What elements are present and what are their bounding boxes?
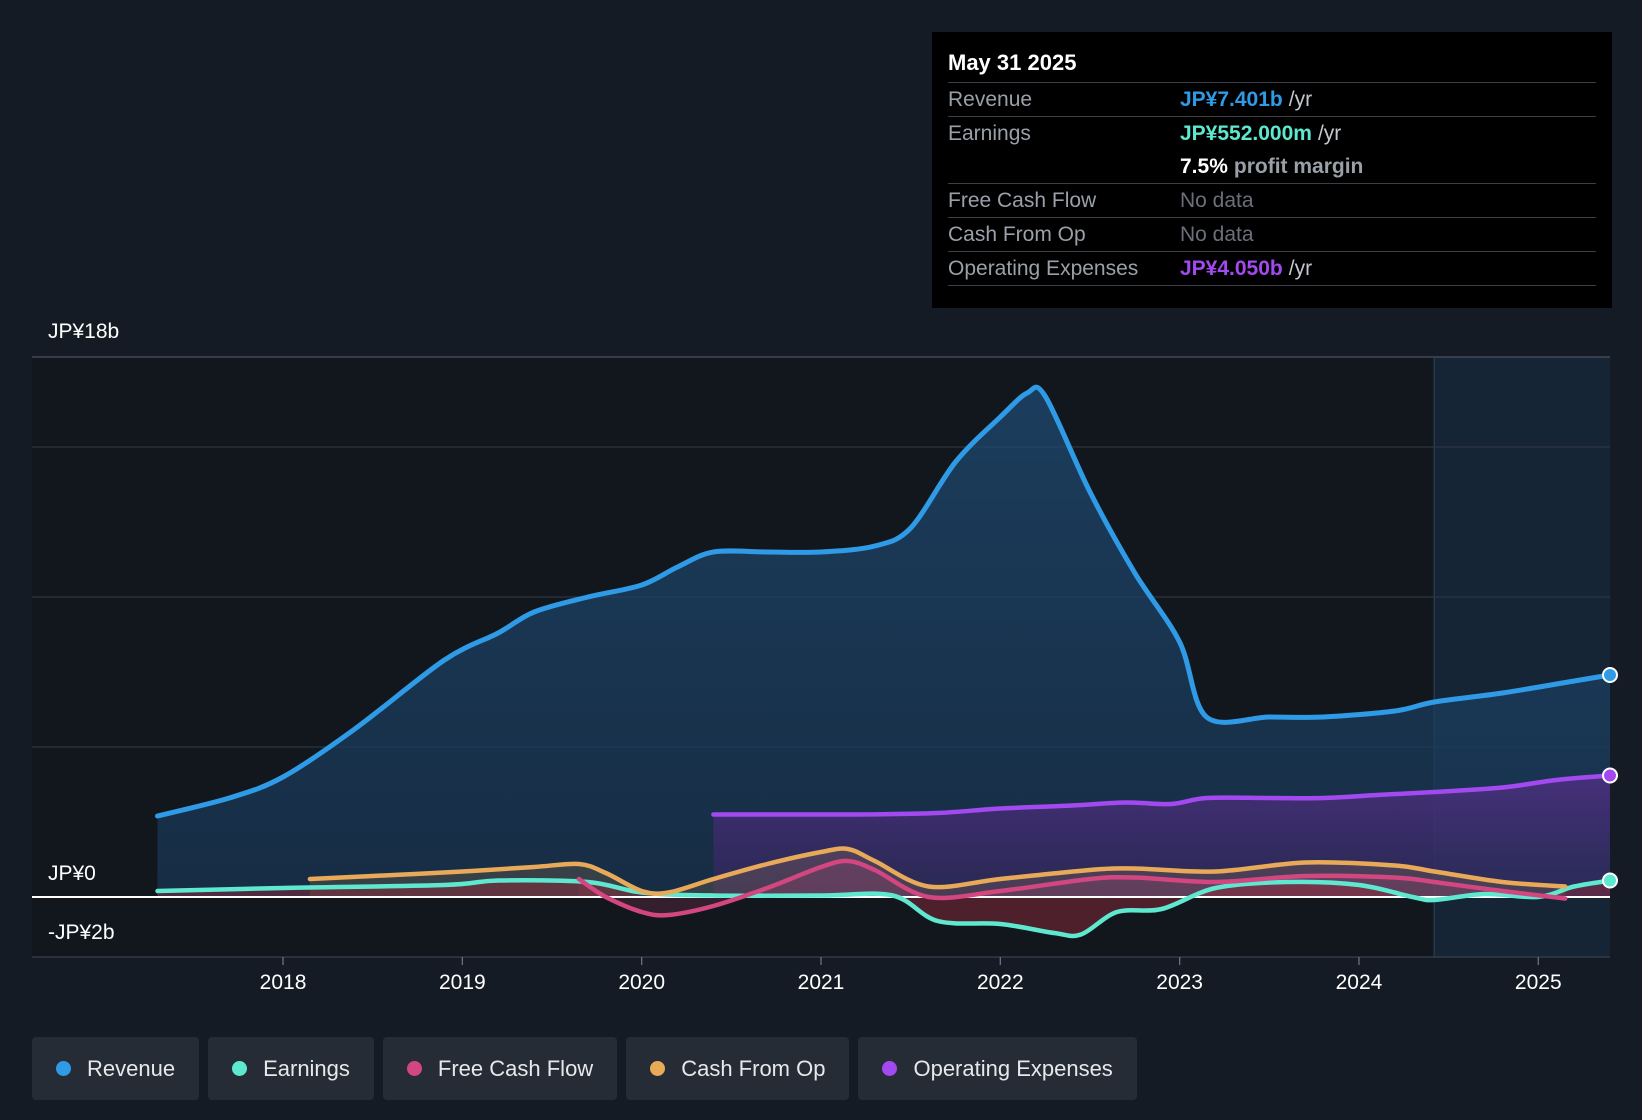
x-axis-ticks: 2018 2019 2020 2021 2022 2023 2024 2025 [260,957,1562,994]
legend: Revenue Earnings Free Cash Flow Cash Fro… [32,1037,1137,1100]
x-tick-label: 2019 [439,971,486,994]
series-endpoints [1602,667,1618,889]
fcf-line [576,858,1568,918]
earnings-endpoint-marker [1602,872,1618,889]
tooltip-value: JP¥552.000m [1180,122,1312,145]
tooltip-row-fcf: Free Cash Flow No data [948,184,1596,218]
tooltip-unit: /yr [1288,257,1313,280]
tooltip-value: No data [1180,189,1254,212]
legend-item-cfo[interactable]: Cash From Op [626,1037,850,1100]
cfo-line [307,846,1568,896]
earnings-dot-icon [232,1061,248,1076]
tooltip-unit: /yr [1288,88,1313,111]
legend-item-revenue[interactable]: Revenue [32,1037,200,1100]
tooltip-row-earnings: Earnings JP¥552.000m /yr [948,117,1596,150]
tooltip: May 31 2025 Revenue JP¥7.401b /yr Earnin… [932,32,1612,308]
x-tick-label: 2020 [618,971,665,994]
opex-endpoint-marker [1602,767,1618,784]
tooltip-label: Free Cash Flow [948,189,1097,212]
legend-item-fcf[interactable]: Free Cash Flow [382,1037,618,1100]
tooltip-label: Earnings [948,122,1031,145]
revenue-dot-icon [56,1061,71,1076]
cfo-dot-icon [650,1061,666,1076]
revenue-area [157,387,1610,897]
series-lines [155,384,1613,939]
x-tick-label: 2025 [1515,971,1562,994]
revenue-endpoint-marker [1602,667,1618,683]
opex-dot-icon [882,1061,898,1076]
legend-item-earnings[interactable]: Earnings [208,1037,374,1100]
tooltip-row-margin: 7.5% profit margin [948,150,1596,184]
legend-label: Earnings [263,1055,350,1081]
tooltip-value: No data [1180,223,1254,246]
legend-label: Operating Expenses [913,1055,1113,1081]
fcf-area [578,860,1566,916]
x-tick-label: 2018 [260,971,307,994]
x-tick-label: 2023 [1156,971,1203,994]
y-tick-top: JP¥18b [48,320,120,343]
revenue-line [155,384,1613,819]
tooltip-label: Revenue [948,88,1033,111]
legend-label: Revenue [87,1055,176,1081]
legend-label: Cash From Op [681,1055,826,1081]
tooltip-unit: /yr [1317,122,1342,145]
tooltip-row-opex: Operating Expenses JP¥4.050b /yr [948,252,1596,286]
x-tick-label: 2021 [798,971,845,994]
y-tick-bottom: -JP¥2b [48,921,115,944]
tooltip-row-revenue: Revenue JP¥7.401b /yr [948,83,1596,117]
earnings-line [155,877,1613,939]
y-tick-zero: JP¥0 [48,862,96,885]
x-tick-label: 2022 [977,971,1024,994]
legend-item-opex[interactable]: Operating Expenses [858,1037,1137,1100]
x-tick-label: 2024 [1336,971,1383,994]
tooltip-label: Operating Expenses [948,257,1139,280]
profit-margin-label: profit margin [1233,155,1364,178]
tooltip-date: May 31 2025 [948,48,1596,83]
profit-margin-value: 7.5% [1180,155,1228,178]
tooltip-value: JP¥4.050b [1180,257,1283,280]
fcf-dot-icon [406,1061,422,1076]
legend-label: Free Cash Flow [437,1055,594,1081]
tooltip-row-cfo: Cash From Op No data [948,218,1596,252]
tooltip-value: JP¥7.401b [1180,88,1283,111]
opex-line [711,773,1613,817]
tooltip-label: Cash From Op [948,223,1086,246]
earnings-area [157,880,1610,937]
